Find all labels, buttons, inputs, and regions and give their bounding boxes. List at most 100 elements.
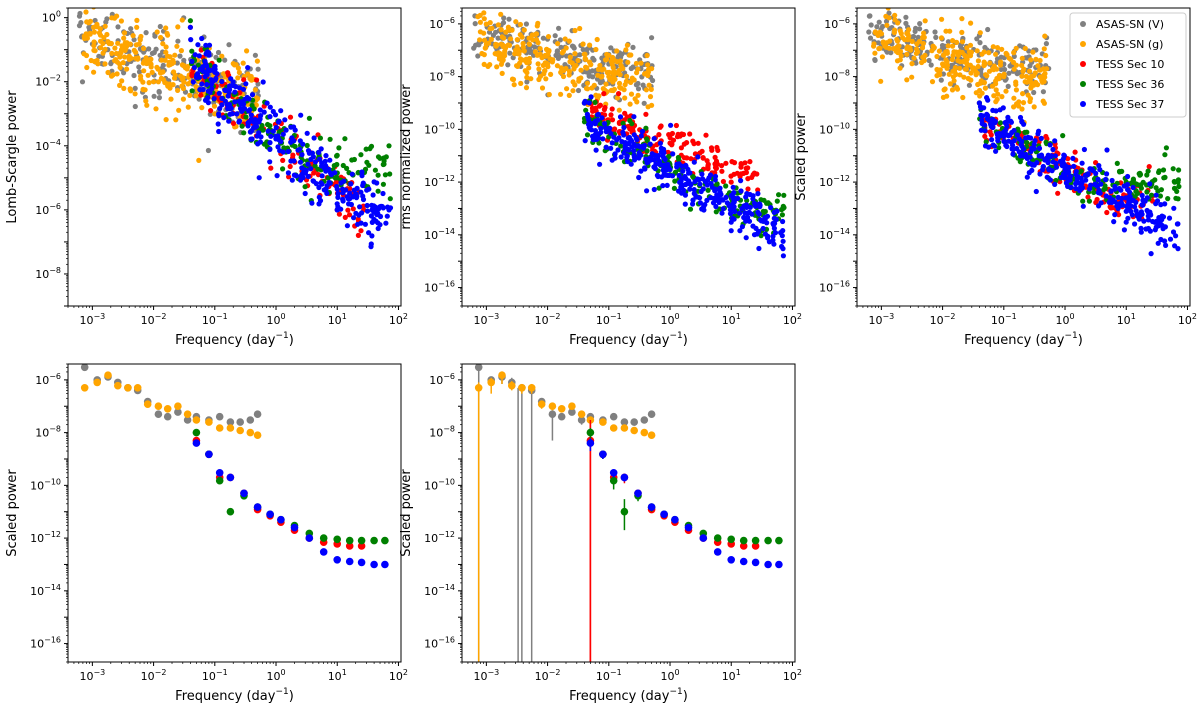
scatter-point (115, 40, 121, 46)
scatter-point (884, 49, 890, 55)
scatter-point (731, 190, 737, 196)
scatter-point (175, 87, 181, 93)
scatter-point (488, 36, 494, 42)
scatter-point (1065, 177, 1071, 184)
scatter-point (1175, 221, 1181, 227)
scatter-point (678, 176, 685, 182)
scatter-point (592, 118, 599, 124)
scatter-point (723, 183, 729, 189)
scatter-point (524, 70, 530, 76)
data-point (253, 410, 262, 419)
x-tick-label: 10−3 (473, 312, 499, 327)
scatter-point (282, 117, 288, 123)
scatter-point (1023, 135, 1029, 141)
scatter-point (760, 225, 766, 232)
scatter-point (143, 98, 149, 104)
scatter-point (643, 87, 650, 93)
scatter-point (764, 220, 770, 226)
scatter-point (962, 52, 968, 58)
scatter-point (498, 41, 504, 47)
scatter-point (163, 25, 169, 31)
scatter-point (1150, 218, 1156, 225)
scatter-point (373, 218, 379, 224)
scatter-point (1033, 56, 1039, 62)
data-point (319, 534, 328, 542)
scatter-point (190, 79, 196, 85)
scatter-point (215, 49, 222, 56)
scatter-point (248, 112, 254, 118)
data-point (586, 416, 595, 424)
scatter-point (988, 132, 994, 138)
scatter-point (926, 57, 932, 64)
scatter-point (1160, 167, 1167, 173)
data-point (386, 207, 392, 213)
scatter-point (128, 55, 134, 62)
scatter-point (570, 88, 576, 94)
scatter-point (472, 21, 478, 27)
scatter-point (195, 71, 201, 77)
scatter-point (1009, 146, 1015, 152)
scatter-point (533, 37, 540, 43)
scatter-point (939, 16, 945, 22)
scatter-point (771, 215, 777, 221)
scatter-point (1020, 91, 1026, 97)
scatter-point (674, 164, 680, 170)
scatter-point (481, 37, 488, 43)
scatter-point (511, 82, 517, 88)
scatter-point (690, 138, 696, 144)
scatter-point (232, 89, 238, 95)
scatter-point (193, 84, 199, 90)
scatter-point (1017, 114, 1024, 121)
y-tick-label: 10−12 (819, 174, 850, 189)
scatter-point (1026, 68, 1033, 74)
scatter-point (740, 170, 747, 176)
scatter-point (1073, 168, 1079, 175)
scatter-point (990, 107, 996, 113)
scatter-point (351, 156, 357, 163)
scatter-point (1040, 167, 1046, 173)
scatter-point (334, 174, 340, 180)
scatter-point (494, 51, 500, 57)
scatter-point (298, 173, 304, 179)
scatter-point (1020, 100, 1027, 106)
scatter-point (102, 23, 108, 29)
data-point (236, 426, 244, 435)
scatter-point (291, 172, 297, 178)
scatter-point (631, 148, 637, 154)
scatter-point (1101, 186, 1107, 193)
scatter-point (1040, 98, 1046, 104)
scatter-point (1011, 127, 1017, 134)
scatter-point (879, 54, 886, 60)
scatter-point (644, 188, 650, 194)
data-point (226, 418, 235, 426)
scatter-point (914, 41, 920, 47)
scatter-point (1158, 202, 1164, 208)
scatter-point (1001, 129, 1007, 135)
scatter-point (1116, 185, 1122, 192)
scatter-point (741, 214, 747, 221)
scatter-point (179, 17, 185, 23)
data-point (255, 95, 261, 102)
scatter-point (584, 80, 591, 86)
scatter-point (1035, 63, 1041, 69)
scatter-point (891, 46, 897, 52)
scatter-point (475, 53, 481, 59)
scatter-point (202, 97, 209, 103)
scatter-point (176, 107, 182, 113)
scatter-point (292, 127, 298, 133)
scatter-point (550, 57, 556, 63)
scatter-point (936, 48, 943, 54)
scatter-point (951, 49, 957, 55)
scatter-point (624, 73, 630, 79)
x-tick-label: 102 (783, 668, 802, 683)
series-tess37 (586, 438, 783, 569)
scatter-point (871, 43, 877, 49)
scatter-point (287, 114, 294, 120)
scatter-point (1127, 189, 1133, 195)
series-asas_g (474, 371, 656, 662)
scatter-point (219, 95, 225, 101)
scatter-point (140, 60, 146, 66)
scatter-point (567, 59, 573, 65)
y-tick-label: 10−12 (424, 530, 455, 545)
scatter-point (137, 37, 143, 43)
